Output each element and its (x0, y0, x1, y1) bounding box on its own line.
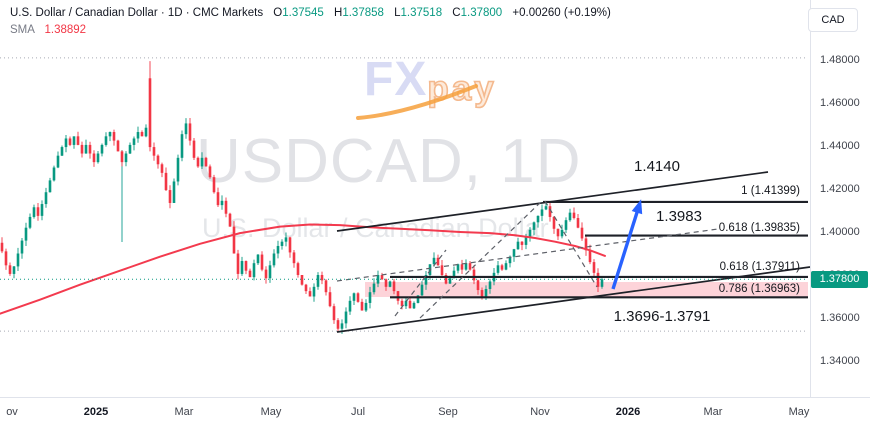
indicator-legend[interactable]: SMA 1.38892 (10, 24, 86, 36)
time-tick-label: Mar (174, 406, 194, 418)
support-zone-rect (365, 282, 808, 297)
price-tick-label: 1.48000 (820, 53, 860, 66)
symbol-watermark: USDCAD, 1D (196, 127, 582, 196)
fib-label-1: 1 (1.41399) (741, 185, 800, 197)
open-value: 1.37545 (282, 7, 324, 19)
dashed-pattern-line (394, 249, 447, 317)
open-label: O (273, 7, 283, 19)
price-tick-label: 1.42000 (820, 182, 860, 195)
sma-line (0, 223, 606, 315)
time-tick-label: Jul (350, 406, 366, 418)
currency-button[interactable]: CAD (808, 8, 858, 32)
annotation-mid-level: 1.3983 (656, 208, 702, 225)
time-tick-label: Nov (530, 406, 550, 418)
candles-group (0, 61, 604, 334)
time-tick-label: 2025 (83, 406, 109, 418)
indicator-value: 1.38892 (44, 24, 87, 36)
fib-label-0786: 0.786 (1.36963) (718, 283, 800, 295)
last-price-badge: 1.37800 (811, 270, 868, 288)
price-tick-label: 1.44000 (820, 139, 860, 152)
price-tick-label: 1.46000 (820, 96, 860, 109)
low-label: L (394, 7, 401, 19)
symbol-title: U.S. Dollar / Canadian Dollar · 1D · CMC… (10, 7, 264, 19)
fxpay-logo: FX pay (356, 53, 497, 120)
price-axis[interactable]: 1.480001.460001.440001.420001.400001.380… (810, 0, 870, 397)
projection-arrow-shaft (611, 209, 640, 290)
dashed-pattern-line (544, 200, 598, 288)
time-axis[interactable]: ov 2025 Mar May Jul Sep Nov 2026 Mar May (0, 397, 870, 429)
symbol-legend[interactable]: U.S. Dollar / Canadian Dollar · 1D · CMC… (10, 7, 611, 19)
fxpay-logo-fx: FX (364, 53, 428, 106)
fib-label-0618-upper: 0.618 (1.39835) (718, 222, 800, 234)
price-tick-label: 1.40000 (820, 225, 860, 238)
dashed-pattern-line (336, 228, 719, 282)
price-tick-label: 1.36000 (820, 311, 860, 324)
time-tick-label: May (260, 406, 282, 418)
time-tick-label: Mar (703, 406, 723, 418)
time-tick-label: May (788, 406, 810, 418)
indicator-name: SMA (10, 24, 35, 36)
time-tick-label: ov (6, 406, 18, 418)
change-value: +0.00260 (+0.19%) (512, 7, 611, 19)
price-tick-label: 1.34000 (820, 354, 860, 367)
time-tick-label: Sep (438, 406, 458, 418)
fib-label-0618-lower: 0.618 (1.37911) (719, 261, 800, 273)
dashed-pattern-line (419, 199, 544, 319)
high-label: H (334, 7, 343, 19)
close-value: 1.37800 (460, 7, 503, 19)
low-value: 1.37518 (400, 7, 443, 19)
projection-arrow-head-icon (631, 199, 643, 215)
high-value: 1.37858 (342, 7, 384, 19)
fxpay-swoosh-icon (356, 84, 478, 120)
annotation-resistance-level: 1.4140 (634, 158, 680, 175)
annotation-support-zone: 1.3696-1.3791 (613, 308, 711, 325)
close-label: C (452, 7, 461, 19)
time-tick-label: 2026 (615, 406, 641, 418)
